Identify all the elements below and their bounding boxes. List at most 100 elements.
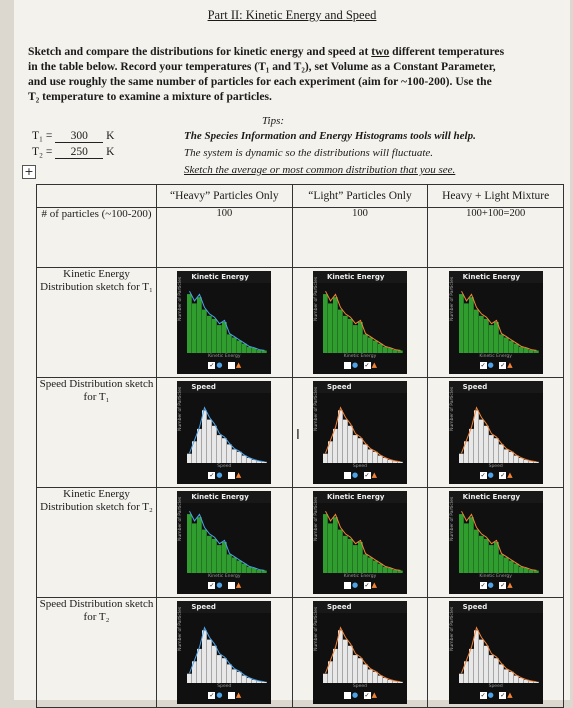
count-light[interactable]: 100 <box>291 207 429 268</box>
table-move-handle-icon[interactable]: + <box>22 165 36 179</box>
histogram-bar <box>362 444 368 463</box>
histogram-bar <box>518 458 524 463</box>
histogram-bar <box>392 681 398 683</box>
species-checkboxes[interactable]: ● ✓ ▲ <box>313 581 407 589</box>
panel-title: Kinetic Energy <box>448 271 543 283</box>
histogram-bar <box>332 428 338 463</box>
panel-xlabel: Kinetic Energy <box>343 574 377 579</box>
count-heavy[interactable]: 100 <box>156 207 293 268</box>
species-checkboxes[interactable]: ✓ ● ✓ ▲ <box>479 691 513 699</box>
histogram-bar <box>227 444 233 463</box>
histogram-bar <box>377 343 383 353</box>
panel-ylabel: Number of Particles <box>313 386 319 431</box>
histogram-bar <box>493 438 499 463</box>
histogram-bar <box>503 557 509 573</box>
histogram-bar <box>322 514 328 573</box>
tips-label: Tips: <box>262 115 285 127</box>
histogram-bar <box>327 441 333 463</box>
histogram-bar <box>488 325 494 353</box>
row-label-count: # of particles (~100-200) <box>36 207 157 268</box>
histogram-bar <box>342 639 348 683</box>
panel-xlabel: Speed <box>488 684 503 689</box>
histogram-bar <box>533 681 539 683</box>
histogram-bar <box>202 630 208 683</box>
distribution-line <box>189 510 265 571</box>
histogram-bar <box>257 569 263 573</box>
histogram-bar <box>483 645 489 683</box>
species-checkboxes[interactable]: ✓ ● ▲ <box>208 581 242 589</box>
page-title: Part II: Kinetic Energy and Speed <box>207 8 377 22</box>
histogram-bar <box>523 568 529 573</box>
histogram-bar <box>458 294 464 353</box>
histogram-bar <box>237 560 243 573</box>
header-heavy: “Heavy” Particles Only <box>156 184 293 208</box>
species-checkboxes[interactable]: ✓ ● ▲ <box>208 361 242 369</box>
header-light: “Light” Particles Only <box>291 184 429 208</box>
histogram-bar <box>357 658 363 683</box>
species-checkboxes[interactable]: ✓ ● ✓ ▲ <box>479 471 513 479</box>
species-checkboxes[interactable]: ✓ ● ✓ ▲ <box>479 361 513 369</box>
histogram-bar <box>498 444 504 463</box>
histogram-bar <box>387 568 393 573</box>
distribution-line <box>189 406 265 463</box>
species-checkboxes[interactable]: ✓ ● ✓ ▲ <box>479 581 513 589</box>
row-particle-count: # of particles (~100-200) 100 100 100+10… <box>36 207 564 268</box>
distribution-line <box>325 626 401 683</box>
histogram-bar <box>483 538 489 573</box>
histogram-bar <box>347 538 353 573</box>
histogram-bar <box>212 425 218 463</box>
histogram-bar <box>242 455 248 463</box>
histogram-bar <box>503 669 509 683</box>
histogram-bar <box>513 455 519 463</box>
histogram-bar <box>217 325 223 353</box>
histogram-bar <box>332 297 338 353</box>
histogram-bar <box>262 681 268 683</box>
histogram-bar <box>337 410 343 463</box>
species-checkboxes[interactable]: ● ✓ ▲ <box>313 361 407 369</box>
histogram-bar <box>513 343 519 353</box>
panel-title: Speed <box>312 381 407 393</box>
species-checkboxes[interactable]: ● ✓ ▲ <box>313 471 407 479</box>
histogram-bar <box>377 675 383 683</box>
panel-ylabel: Number of Particles <box>178 496 184 541</box>
histogram-bar <box>367 557 373 573</box>
histogram-bar <box>468 428 474 463</box>
panel-title: Kinetic Energy <box>448 491 543 503</box>
histogram-bar <box>322 453 328 463</box>
histogram-bar <box>357 322 363 353</box>
count-mixture[interactable]: 100+100=200 <box>427 207 564 268</box>
species-checkboxes[interactable]: ● ✓ ▲ <box>313 691 407 699</box>
histogram-bar <box>397 350 403 353</box>
histogram-bar <box>187 673 193 683</box>
histogram-bar <box>252 679 258 683</box>
header-mixture: Heavy + Light Mixture <box>427 184 564 208</box>
t2-value: 250 <box>55 146 104 159</box>
histogram-bar <box>252 348 258 353</box>
panel-ylabel: Number of Particles <box>449 606 455 651</box>
histogram-bar <box>468 297 474 353</box>
panel-ylabel: Number of Particles <box>178 276 184 321</box>
species-checkboxes[interactable]: ✓ ● ▲ <box>208 691 242 699</box>
species-checkboxes[interactable]: ✓ ● ▲ <box>208 471 242 479</box>
histogram-plot <box>458 626 539 683</box>
histogram-bar <box>458 453 464 463</box>
histogram-plot <box>458 290 539 353</box>
histogram-bar <box>523 459 529 463</box>
panel-title: Speed <box>312 601 407 613</box>
histogram-bar <box>202 410 208 463</box>
histogram-bar <box>473 630 479 683</box>
histogram-bar <box>222 438 228 463</box>
tip-1: The Species Information and Energy Histo… <box>184 130 476 142</box>
histogram-bar <box>518 678 524 683</box>
histogram-bar <box>262 350 268 353</box>
panel-title: Speed <box>177 601 272 613</box>
histogram-bar <box>397 570 403 573</box>
histogram-bar <box>342 535 348 573</box>
distribution-table: “Heavy” Particles Only “Light” Particles… <box>36 184 564 708</box>
histogram-bar <box>227 554 233 573</box>
